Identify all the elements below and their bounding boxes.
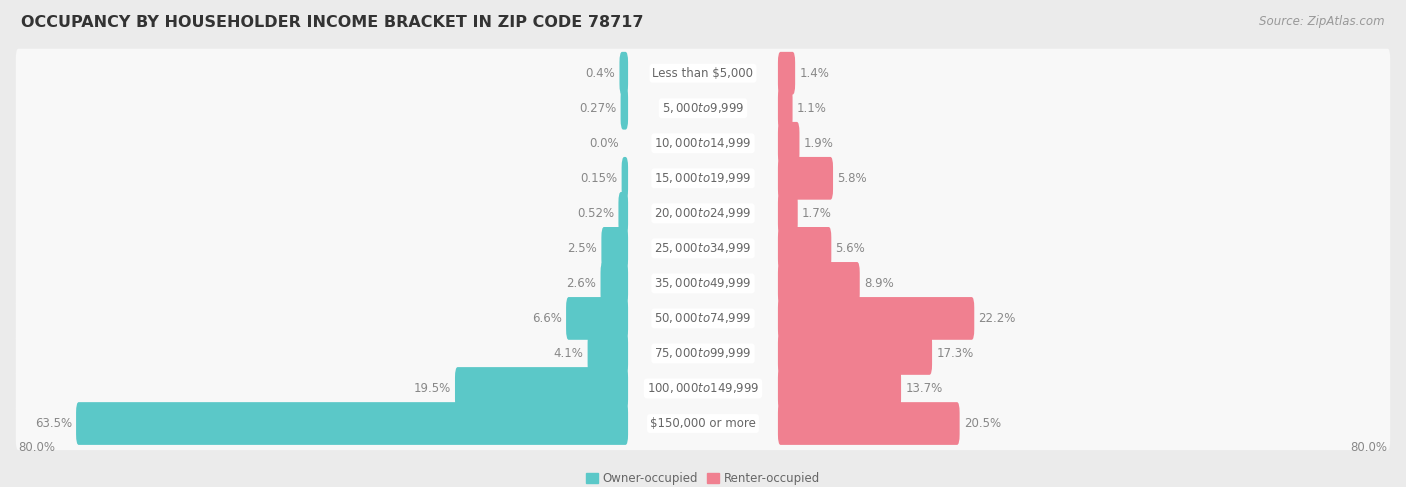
Text: 1.4%: 1.4% bbox=[800, 67, 830, 80]
Text: Source: ZipAtlas.com: Source: ZipAtlas.com bbox=[1260, 15, 1385, 28]
Text: 1.1%: 1.1% bbox=[797, 102, 827, 115]
FancyBboxPatch shape bbox=[602, 227, 628, 270]
Text: $5,000 to $9,999: $5,000 to $9,999 bbox=[662, 101, 744, 115]
Text: OCCUPANCY BY HOUSEHOLDER INCOME BRACKET IN ZIP CODE 78717: OCCUPANCY BY HOUSEHOLDER INCOME BRACKET … bbox=[21, 15, 644, 30]
FancyBboxPatch shape bbox=[15, 364, 1391, 415]
FancyBboxPatch shape bbox=[15, 119, 1391, 170]
Text: $25,000 to $34,999: $25,000 to $34,999 bbox=[654, 242, 752, 255]
FancyBboxPatch shape bbox=[778, 262, 859, 305]
Text: 17.3%: 17.3% bbox=[936, 347, 973, 360]
Text: 2.5%: 2.5% bbox=[568, 242, 598, 255]
FancyBboxPatch shape bbox=[778, 367, 901, 410]
Text: 2.6%: 2.6% bbox=[567, 277, 596, 290]
FancyBboxPatch shape bbox=[778, 122, 800, 165]
FancyBboxPatch shape bbox=[778, 402, 960, 445]
Text: 19.5%: 19.5% bbox=[413, 382, 451, 395]
Text: 0.0%: 0.0% bbox=[589, 137, 619, 150]
Text: 80.0%: 80.0% bbox=[18, 441, 55, 454]
FancyBboxPatch shape bbox=[778, 157, 832, 200]
Text: 0.52%: 0.52% bbox=[576, 207, 614, 220]
Text: $75,000 to $99,999: $75,000 to $99,999 bbox=[654, 346, 752, 360]
FancyBboxPatch shape bbox=[778, 297, 974, 340]
FancyBboxPatch shape bbox=[15, 84, 1391, 135]
Text: 63.5%: 63.5% bbox=[35, 417, 72, 430]
FancyBboxPatch shape bbox=[621, 157, 628, 200]
Text: 22.2%: 22.2% bbox=[979, 312, 1017, 325]
Text: 4.1%: 4.1% bbox=[554, 347, 583, 360]
FancyBboxPatch shape bbox=[778, 52, 796, 94]
FancyBboxPatch shape bbox=[456, 367, 628, 410]
FancyBboxPatch shape bbox=[778, 227, 831, 270]
FancyBboxPatch shape bbox=[778, 87, 793, 130]
Text: 6.6%: 6.6% bbox=[531, 312, 562, 325]
Text: 80.0%: 80.0% bbox=[1351, 441, 1388, 454]
FancyBboxPatch shape bbox=[588, 332, 628, 375]
Text: $10,000 to $14,999: $10,000 to $14,999 bbox=[654, 136, 752, 150]
FancyBboxPatch shape bbox=[15, 259, 1391, 310]
Text: 1.9%: 1.9% bbox=[804, 137, 834, 150]
Text: 5.6%: 5.6% bbox=[835, 242, 865, 255]
Text: $100,000 to $149,999: $100,000 to $149,999 bbox=[647, 381, 759, 395]
FancyBboxPatch shape bbox=[15, 224, 1391, 275]
Text: 0.15%: 0.15% bbox=[581, 172, 617, 185]
FancyBboxPatch shape bbox=[15, 49, 1391, 100]
Text: $20,000 to $24,999: $20,000 to $24,999 bbox=[654, 206, 752, 220]
Text: $35,000 to $49,999: $35,000 to $49,999 bbox=[654, 277, 752, 290]
FancyBboxPatch shape bbox=[600, 262, 628, 305]
Text: $150,000 or more: $150,000 or more bbox=[650, 417, 756, 430]
Text: Less than $5,000: Less than $5,000 bbox=[652, 67, 754, 80]
FancyBboxPatch shape bbox=[15, 154, 1391, 205]
Text: 20.5%: 20.5% bbox=[965, 417, 1001, 430]
Text: 8.9%: 8.9% bbox=[865, 277, 894, 290]
Text: $50,000 to $74,999: $50,000 to $74,999 bbox=[654, 311, 752, 325]
FancyBboxPatch shape bbox=[76, 402, 628, 445]
Legend: Owner-occupied, Renter-occupied: Owner-occupied, Renter-occupied bbox=[581, 468, 825, 487]
Text: 13.7%: 13.7% bbox=[905, 382, 942, 395]
FancyBboxPatch shape bbox=[778, 192, 797, 235]
Text: 1.7%: 1.7% bbox=[801, 207, 832, 220]
FancyBboxPatch shape bbox=[567, 297, 628, 340]
FancyBboxPatch shape bbox=[15, 399, 1391, 450]
FancyBboxPatch shape bbox=[778, 332, 932, 375]
FancyBboxPatch shape bbox=[620, 52, 628, 94]
FancyBboxPatch shape bbox=[15, 329, 1391, 380]
FancyBboxPatch shape bbox=[620, 87, 628, 130]
FancyBboxPatch shape bbox=[15, 294, 1391, 345]
Text: 0.4%: 0.4% bbox=[585, 67, 616, 80]
Text: $15,000 to $19,999: $15,000 to $19,999 bbox=[654, 171, 752, 186]
Text: 0.27%: 0.27% bbox=[579, 102, 616, 115]
FancyBboxPatch shape bbox=[15, 189, 1391, 240]
FancyBboxPatch shape bbox=[619, 192, 628, 235]
Text: 5.8%: 5.8% bbox=[838, 172, 868, 185]
